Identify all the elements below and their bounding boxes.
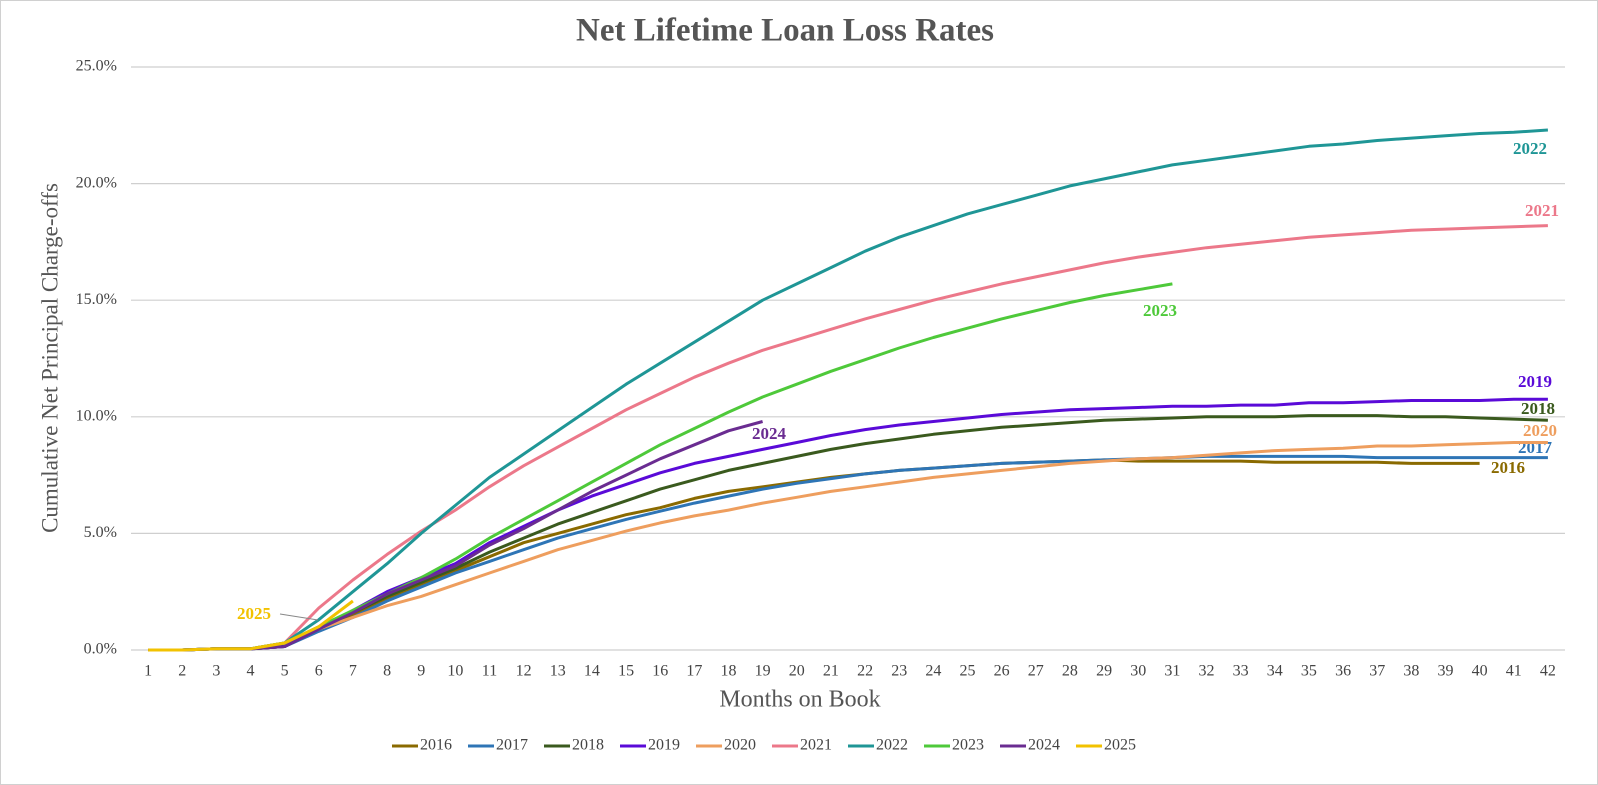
legend-label: 2021 [800, 737, 832, 754]
x-tick-label: 15 [618, 663, 634, 680]
x-tick-label: 30 [1130, 663, 1146, 680]
x-tick-label: 4 [247, 663, 255, 680]
x-tick-label: 9 [417, 663, 425, 680]
x-tick-label: 32 [1199, 663, 1215, 680]
x-tick-label: 12 [516, 663, 532, 680]
x-tick-label: 8 [383, 663, 391, 680]
x-tick-label: 23 [891, 663, 907, 680]
series-line [148, 397, 1548, 652]
x-tick-label: 10 [447, 663, 463, 680]
x-tick-label: 33 [1233, 663, 1249, 680]
x-tick-label: 42 [1540, 663, 1556, 680]
legend-label: 2025 [1104, 737, 1136, 754]
x-tick-label: 16 [652, 663, 668, 680]
legend-label: 2017 [496, 737, 528, 754]
series-end-label: 2025 [237, 604, 271, 623]
x-tick-label: 13 [550, 663, 566, 680]
x-tick-label: 14 [584, 663, 600, 680]
x-tick-label: 26 [994, 663, 1010, 680]
x-axis-label: Months on Book [719, 687, 880, 713]
x-tick-label: 41 [1506, 663, 1522, 680]
series-line [148, 599, 354, 652]
y-tick-label: 15.0% [76, 291, 117, 308]
x-tick-label: 7 [349, 663, 357, 680]
x-tick-label: 38 [1403, 663, 1419, 680]
y-tick-label: 10.0% [76, 407, 117, 424]
legend-label: 2018 [572, 737, 604, 754]
series-end-label: 2021 [1525, 201, 1559, 220]
x-tick-label: 24 [925, 663, 941, 680]
x-tick-label: 3 [212, 663, 220, 680]
legend-label: 2019 [648, 737, 680, 754]
series-end-label: 2017 [1518, 438, 1553, 457]
series-line [148, 414, 1548, 652]
series-end-label: 2024 [752, 424, 787, 443]
x-tick-label: 29 [1096, 663, 1112, 680]
series-line [148, 441, 1548, 652]
x-tick-label: 34 [1267, 663, 1283, 680]
x-tick-label: 18 [721, 663, 737, 680]
x-tick-label: 27 [1028, 663, 1044, 680]
x-tick-label: 31 [1164, 663, 1180, 680]
x-tick-label: 25 [960, 663, 976, 680]
series-end-label: 2018 [1521, 399, 1555, 418]
x-tick-label: 37 [1369, 663, 1385, 680]
x-tick-label: 19 [755, 663, 771, 680]
legend-label: 2022 [876, 737, 908, 754]
x-tick-label: 21 [823, 663, 839, 680]
x-tick-label: 36 [1335, 663, 1351, 680]
y-axis-label: Cumulative Net Principal Charge-offs [37, 183, 62, 533]
x-tick-label: 11 [482, 663, 497, 680]
x-tick-label: 40 [1472, 663, 1488, 680]
x-tick-label: 28 [1062, 663, 1078, 680]
x-tick-label: 6 [315, 663, 323, 680]
x-tick-label: 35 [1301, 663, 1317, 680]
x-tick-label: 1 [144, 663, 152, 680]
legend-label: 2016 [420, 737, 452, 754]
y-tick-label: 25.0% [76, 58, 117, 75]
series-line [148, 454, 1548, 652]
legend-label: 2024 [1028, 737, 1060, 754]
series-line [148, 224, 1548, 652]
x-tick-label: 5 [281, 663, 289, 680]
x-tick-label: 39 [1438, 663, 1454, 680]
series-end-label: 2023 [1143, 301, 1177, 320]
chart-title: Net Lifetime Loan Loss Rates [576, 13, 994, 49]
series-end-label: 2022 [1513, 139, 1547, 158]
label-leader [279, 613, 319, 621]
legend-label: 2023 [952, 737, 984, 754]
legend-label: 2020 [724, 737, 756, 754]
x-tick-label: 22 [857, 663, 873, 680]
y-tick-label: 5.0% [84, 524, 117, 541]
series-end-label: 2020 [1523, 421, 1557, 440]
y-tick-label: 20.0% [76, 174, 117, 191]
x-tick-label: 17 [686, 663, 702, 680]
series-line [148, 128, 1549, 652]
x-tick-label: 20 [789, 663, 805, 680]
series-end-label: 2019 [1518, 372, 1552, 391]
series-end-label: 2016 [1491, 458, 1525, 477]
y-tick-label: 0.0% [84, 641, 117, 658]
x-tick-label: 2 [178, 663, 186, 680]
